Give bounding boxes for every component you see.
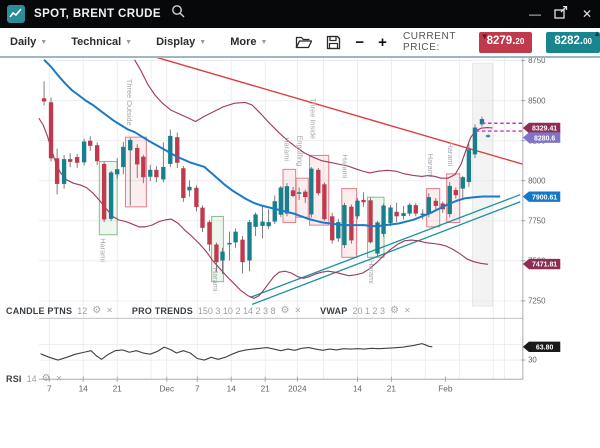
- zoom-out-button[interactable]: −: [355, 33, 365, 51]
- svg-text:7: 7: [195, 384, 200, 393]
- svg-text:Harami: Harami: [211, 268, 220, 292]
- minimize-button[interactable]: —: [529, 7, 541, 21]
- toolbar: Daily ▼ Technical ▼ Display ▼ More ▼ − + CURREN…: [0, 28, 600, 58]
- svg-text:21: 21: [113, 384, 123, 393]
- chart-area: Harami Three Outside Harami Harami Engulfing…: [0, 47, 600, 448]
- svg-text:Harami: Harami: [282, 137, 291, 161]
- svg-text:21: 21: [261, 384, 271, 393]
- svg-text:Dec: Dec: [159, 384, 174, 393]
- svg-text:8500: 8500: [528, 96, 546, 105]
- menu-daily[interactable]: Daily ▼: [10, 36, 48, 48]
- close-button[interactable]: ✕: [581, 7, 593, 21]
- svg-text:8750: 8750: [528, 58, 546, 65]
- price-chart[interactable]: Harami Three Outside Harami Harami Engulfing…: [0, 47, 600, 448]
- svg-text:Engulfing: Engulfing: [295, 135, 304, 166]
- svg-text:14: 14: [227, 384, 237, 393]
- candles-layer: [41, 81, 491, 274]
- svg-text:7900.61: 7900.61: [532, 194, 557, 201]
- current-price-label: CURRENT PRICE:: [402, 31, 456, 53]
- popout-button[interactable]: [554, 5, 568, 22]
- svg-text:7750: 7750: [528, 216, 546, 225]
- menu-technical[interactable]: Technical ▼: [71, 36, 133, 48]
- chevron-down-icon: ▼: [260, 38, 268, 46]
- close-icon[interactable]: ✕: [403, 306, 411, 315]
- search-icon[interactable]: [171, 4, 186, 24]
- app-logo-icon: [7, 5, 25, 23]
- svg-text:Harami: Harami: [341, 155, 350, 179]
- chevron-down-icon: ▼: [125, 38, 133, 46]
- save-icon[interactable]: [326, 35, 341, 50]
- svg-text:21: 21: [387, 384, 397, 393]
- settings-gear-icon[interactable]: ⚙: [280, 305, 290, 316]
- menu-display[interactable]: Display ▼: [156, 36, 207, 48]
- down-arrow-icon: ▼: [480, 31, 489, 41]
- menu-more[interactable]: More ▼: [230, 36, 268, 48]
- up-arrow-icon: ▲: [593, 28, 600, 38]
- svg-text:Three Inside: Three Inside: [308, 98, 317, 139]
- svg-text:Harami: Harami: [367, 260, 376, 284]
- svg-text:8280.6: 8280.6: [534, 135, 555, 142]
- window-title: SPOT, BRENT CRUDE: [34, 8, 161, 20]
- svg-text:14: 14: [79, 384, 89, 393]
- svg-text:Feb: Feb: [438, 384, 453, 393]
- settings-gear-icon[interactable]: ⚙: [390, 305, 399, 316]
- settings-gear-icon[interactable]: ⚙: [41, 373, 51, 384]
- close-icon[interactable]: ✕: [55, 374, 63, 383]
- close-icon[interactable]: ✕: [106, 306, 113, 315]
- svg-text:Three Outside: Three Outside: [125, 79, 134, 126]
- svg-text:30: 30: [528, 356, 537, 365]
- svg-text:7250: 7250: [528, 296, 546, 305]
- svg-text:Harami: Harami: [99, 238, 108, 262]
- chevron-down-icon: ▼: [40, 38, 48, 46]
- zoom-in-button[interactable]: +: [378, 33, 387, 51]
- svg-text:7: 7: [47, 384, 52, 393]
- svg-text:8000: 8000: [528, 176, 546, 185]
- title-bar: SPOT, BRENT CRUDE — ✕: [0, 0, 600, 28]
- svg-text:7471.81: 7471.81: [532, 262, 557, 269]
- svg-text:2024: 2024: [288, 384, 307, 393]
- svg-text:Harami: Harami: [426, 154, 435, 178]
- ask-price-badge: 8282. 00 ▲: [546, 28, 600, 53]
- svg-text:Harami: Harami: [446, 142, 455, 166]
- svg-text:8329.41: 8329.41: [532, 126, 557, 133]
- open-folder-icon[interactable]: [295, 35, 313, 49]
- close-icon[interactable]: ✕: [294, 306, 302, 315]
- settings-gear-icon[interactable]: ⚙: [92, 305, 102, 316]
- svg-text:14: 14: [353, 384, 363, 393]
- chevron-down-icon: ▼: [199, 38, 207, 46]
- svg-text:63.80: 63.80: [536, 344, 554, 351]
- bid-price-badge: ▼ 8279. 20: [478, 31, 533, 53]
